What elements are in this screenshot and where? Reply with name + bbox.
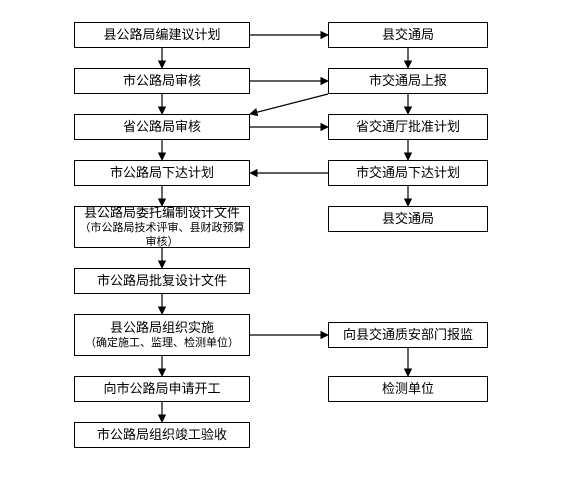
flow-node-L4: 市公路局下达计划 bbox=[74, 160, 250, 186]
flow-node-L8: 向市公路局申请开工 bbox=[74, 376, 250, 402]
node-subtitle: （确定施工、监理、检测单位） bbox=[85, 337, 239, 351]
node-title: 市交通局上报 bbox=[369, 73, 447, 89]
flow-node-R7: 向县交通质安部门报监 bbox=[328, 322, 488, 348]
flow-node-R2: 市交通局上报 bbox=[328, 68, 488, 94]
node-subtitle: （市公路局技术评审、县财政预算审核） bbox=[79, 222, 245, 250]
node-title: 向市公路局申请开工 bbox=[103, 381, 220, 397]
flow-node-L6: 市公路局批复设计文件 bbox=[74, 268, 250, 294]
node-title: 县公路局委托编制设计文件 bbox=[84, 205, 240, 221]
flow-node-R3: 省交通厅批准计划 bbox=[328, 114, 488, 140]
node-title: 省交通厅批准计划 bbox=[356, 119, 460, 135]
flow-node-L7: 县公路局组织实施（确定施工、监理、检测单位） bbox=[74, 314, 250, 356]
flowchart-canvas: 县公路局编建议计划县交通局市公路局审核市交通局上报省公路局审核省交通厅批准计划市… bbox=[0, 0, 574, 500]
edge-7 bbox=[250, 94, 328, 114]
node-title: 县公路局编建议计划 bbox=[103, 27, 220, 43]
flow-node-L3: 省公路局审核 bbox=[74, 114, 250, 140]
flow-node-L9: 市公路局组织竣工验收 bbox=[74, 422, 250, 448]
node-title: 县交通局 bbox=[382, 27, 434, 43]
flow-node-R4: 市交通局下达计划 bbox=[328, 160, 488, 186]
flow-node-R1: 县交通局 bbox=[328, 22, 488, 48]
node-title: 向县交通质安部门报监 bbox=[343, 327, 473, 343]
node-title: 省公路局审核 bbox=[123, 119, 201, 135]
node-title: 市公路局下达计划 bbox=[110, 165, 214, 181]
node-title: 市公路局组织竣工验收 bbox=[97, 427, 227, 443]
flow-node-L1: 县公路局编建议计划 bbox=[74, 22, 250, 48]
node-title: 市交通局下达计划 bbox=[356, 165, 460, 181]
flow-node-R8: 检测单位 bbox=[328, 376, 488, 402]
flow-node-R5: 县交通局 bbox=[328, 206, 488, 232]
node-title: 市公路局审核 bbox=[123, 73, 201, 89]
flow-node-L2: 市公路局审核 bbox=[74, 68, 250, 94]
node-title: 县交通局 bbox=[382, 211, 434, 227]
flow-node-L5: 县公路局委托编制设计文件（市公路局技术评审、县财政预算审核） bbox=[74, 206, 250, 248]
node-title: 市公路局批复设计文件 bbox=[97, 273, 227, 289]
node-title: 县公路局组织实施 bbox=[110, 320, 214, 336]
node-title: 检测单位 bbox=[382, 381, 434, 397]
